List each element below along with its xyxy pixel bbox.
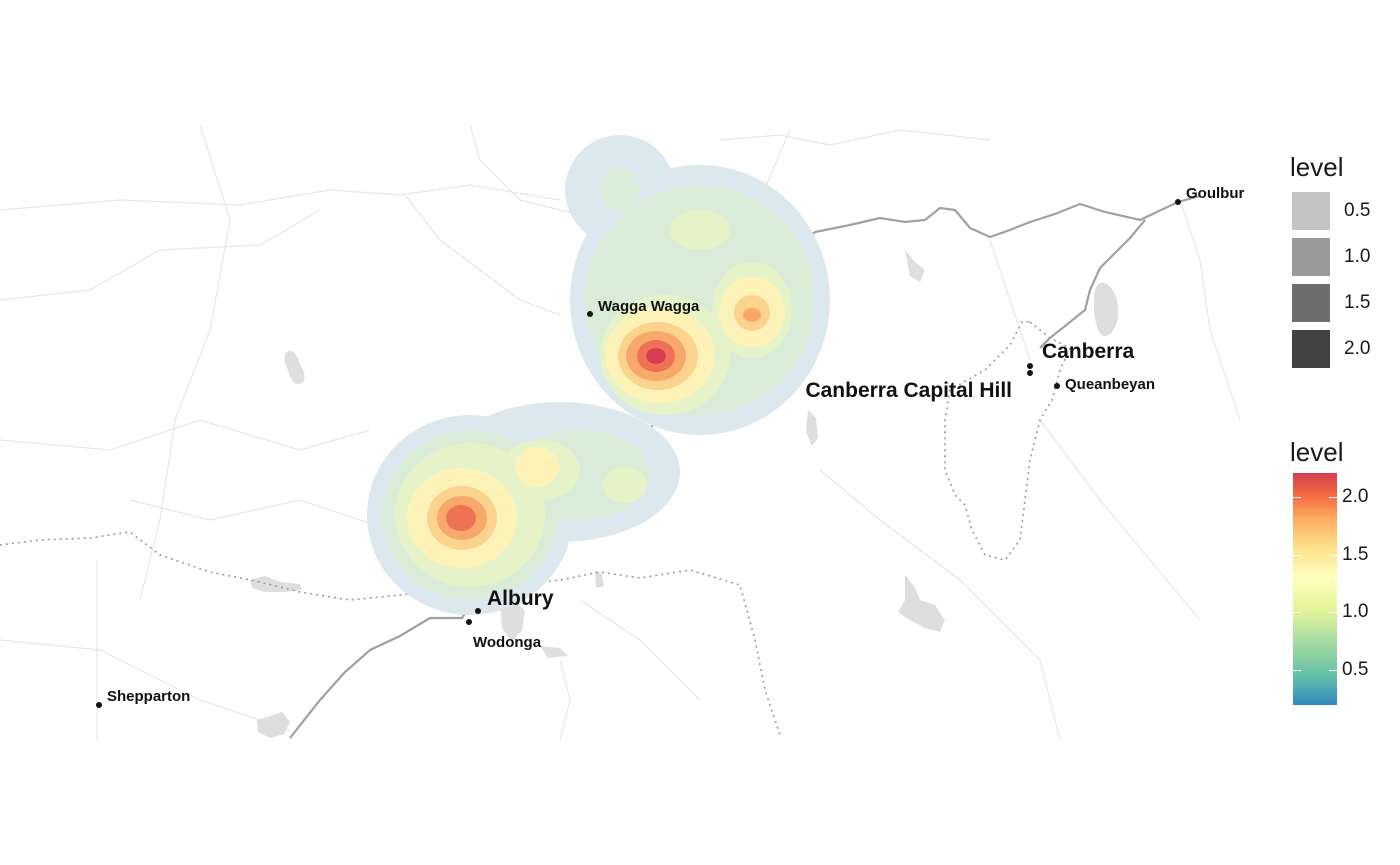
legend-alpha-swatch [1290,236,1332,278]
legend-alpha-swatch [1290,328,1332,370]
canberra-label: Canberra [1042,340,1135,363]
legend-alpha: level 0.5 1.0 1.5 2.0 [1290,152,1370,372]
wodonga-label: Wodonga [473,634,542,651]
colorbar-tick [1293,612,1301,613]
colorbar-tick-label: 2.0 [1342,486,1369,507]
goulburn-dot [1175,199,1181,205]
canberra-dot [1027,363,1033,369]
wodonga-dot [466,619,472,625]
colorbar-tick [1293,555,1301,556]
colorbar-tick [1329,670,1337,671]
queanbeyan-dot [1054,383,1060,389]
colorbar-tick-label: 1.5 [1342,544,1369,565]
shepparton-label: Shepparton [107,688,190,705]
legend-fill: level 2.0 1.5 1.0 0.5 [1290,437,1390,705]
density-contours [367,135,830,615]
canberra-capital-hill-dot [1027,370,1033,376]
colorbar-tick-label: 0.5 [1342,659,1369,680]
shepparton-dot [96,702,102,708]
legend-alpha-label: 0.5 [1344,200,1371,221]
colorbar-tick [1329,612,1337,613]
wagga-wagga-dot [587,311,593,317]
colorbar-tick [1293,670,1301,671]
colorbar-tick [1329,497,1337,498]
legend-alpha-label: 1.5 [1344,292,1371,313]
legend-alpha-swatch [1290,282,1332,324]
density-band-8 [646,348,666,364]
legend-alpha-item: 0.5 [1290,188,1370,234]
legend-fill-title: level [1290,437,1344,467]
colorbar-tick-label: 1.0 [1342,601,1369,622]
colorbar-tick [1293,497,1301,498]
legend-colorbar-wrap: 2.0 1.5 1.0 0.5 [1290,473,1390,705]
queanbeyan-label: Queanbeyan [1065,376,1155,393]
colorbar-tick [1329,555,1337,556]
goulburn-label: Goulbur [1186,185,1244,202]
legend-alpha-label: 1.0 [1344,246,1371,267]
legend-alpha-item: 2.0 [1290,326,1370,372]
legend-alpha-swatch [1290,190,1332,232]
albury-label: Albury [487,587,554,610]
place-labels: Wagga Wagga Canberra Canberra Capital Hi… [96,185,1244,708]
legend-alpha-label: 2.0 [1344,338,1371,359]
legend-alpha-title: level [1290,152,1344,182]
albury-dot [475,608,481,614]
legend-alpha-item: 1.5 [1290,280,1370,326]
wagga-wagga-label: Wagga Wagga [598,298,700,315]
legend-alpha-item: 1.0 [1290,234,1370,280]
canberra-capital-hill-label: Canberra Capital Hill [805,379,1012,402]
legend-colorbar [1293,473,1337,705]
